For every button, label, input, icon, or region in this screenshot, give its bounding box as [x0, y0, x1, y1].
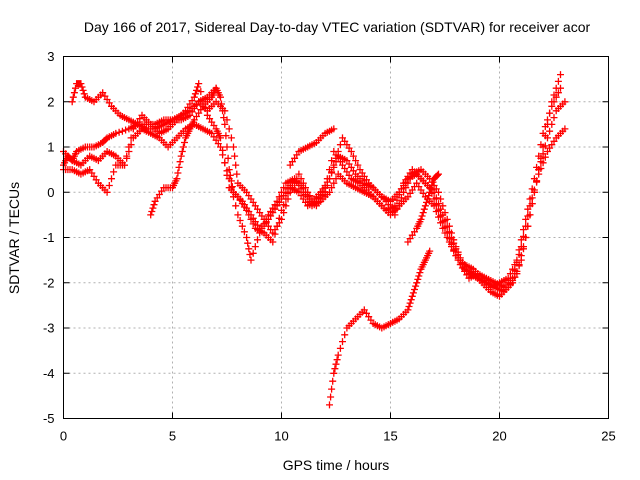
data-series-5 — [147, 84, 220, 219]
series-markers — [68, 71, 564, 300]
grid-lines — [63, 56, 609, 419]
x-tick-label: 5 — [169, 429, 176, 444]
data-series-6 — [286, 125, 338, 169]
data-series-2 — [68, 71, 564, 300]
series-markers — [286, 125, 338, 169]
x-tick-label: 0 — [60, 429, 67, 444]
x-tick-label: 15 — [383, 429, 397, 444]
y-tick-label: -2 — [43, 275, 55, 290]
y-tick-label: 2 — [47, 94, 54, 109]
x-tick-label: 25 — [601, 429, 615, 444]
y-tick-label: -4 — [43, 366, 55, 381]
x-axis-label: GPS time / hours — [283, 457, 390, 473]
y-tick-label: -3 — [43, 321, 55, 336]
series-markers — [147, 84, 220, 219]
data-series-7 — [326, 247, 434, 409]
y-axis-label: SDTVAR / TECUs — [6, 182, 22, 294]
x-tick-label: 20 — [492, 429, 506, 444]
data-series — [60, 71, 569, 409]
y-tick-label: 1 — [47, 140, 54, 155]
series-markers — [404, 170, 442, 246]
series-markers — [60, 80, 564, 291]
y-tick-label: -5 — [43, 411, 55, 426]
series-markers — [60, 84, 569, 296]
data-series-4 — [60, 80, 564, 291]
data-series-8 — [404, 170, 442, 246]
data-series-1 — [60, 84, 569, 296]
axis-ticks: -5 -4 -3 -2 -1 0 1 2 3 0 5 10 15 20 25 — [43, 49, 616, 444]
y-tick-label: 3 — [47, 49, 54, 64]
chart-title: Day 166 of 2017, Sidereal Day-to-day VTE… — [84, 19, 591, 35]
x-tick-label: 10 — [274, 429, 288, 444]
y-tick-label: -1 — [43, 230, 55, 245]
series-markers — [326, 247, 434, 409]
y-tick-label: 0 — [47, 185, 54, 200]
